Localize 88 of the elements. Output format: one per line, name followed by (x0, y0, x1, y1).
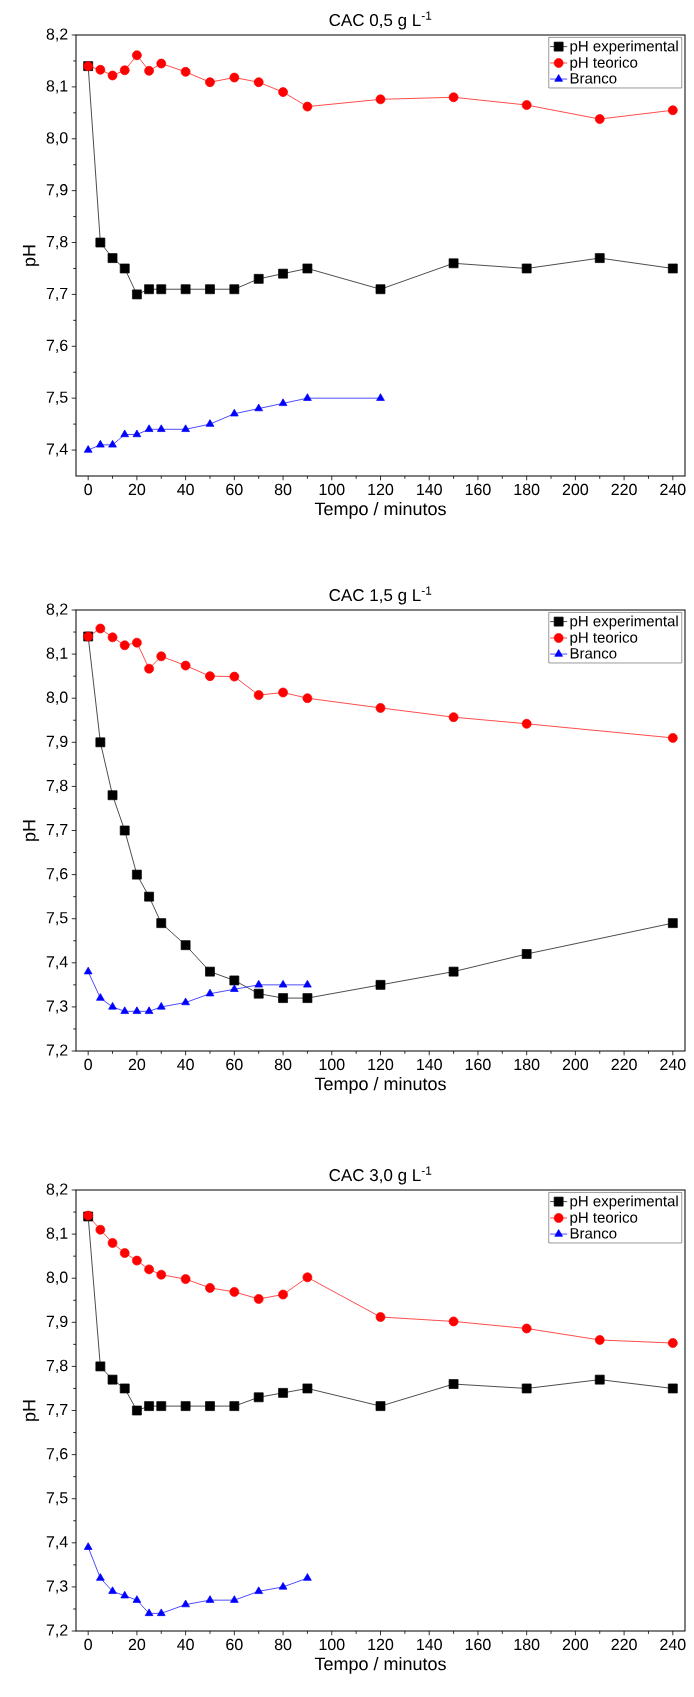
x-tick-label: 100 (319, 483, 345, 496)
x-tick-label: 160 (465, 1638, 491, 1651)
x-axis-title: Tempo / minutos (314, 501, 446, 519)
x-tick-label: 220 (611, 1638, 637, 1651)
x-tick-label: 80 (274, 483, 292, 496)
x-tick-label: 140 (417, 1638, 442, 1651)
y-tick-label: 8,2 (46, 28, 68, 42)
x-tick-label: 180 (514, 1638, 540, 1651)
chart-title: CAC 3,0 g L$^{-1}$ (329, 1166, 432, 1185)
chart-title: CAC 0,5 g L$^{-1}$ (329, 11, 432, 30)
y-tick-label: 8,1 (46, 80, 68, 94)
y-axis-title: pH (22, 1400, 40, 1421)
x-tick-label: 160 (465, 1058, 491, 1071)
x-tick-label: 200 (562, 1638, 589, 1651)
y-tick-label: 8,1 (46, 647, 68, 661)
y-tick-label: 7,8 (46, 779, 68, 794)
y-tick-label: 7,4 (46, 1536, 68, 1550)
x-tick-label: 40 (177, 1058, 194, 1071)
y-tick-label: 7,5 (46, 1492, 68, 1506)
y-tick-label: 7,8 (46, 235, 68, 250)
y-tick-label: 8,0 (46, 1271, 68, 1285)
y-tick-label: 7,3 (46, 1580, 68, 1594)
y-tick-label: 7,6 (46, 339, 68, 353)
x-tick-label: 200 (562, 483, 589, 496)
y-tick-label: 7,9 (46, 1315, 68, 1329)
y-tick-label: 7,6 (46, 868, 68, 882)
x-tick-label: 40 (177, 1638, 194, 1651)
x-tick-label: 120 (368, 1638, 394, 1651)
x-tick-label: 100 (319, 1638, 345, 1651)
y-tick-label: 7,5 (46, 391, 68, 405)
x-tick-label: 120 (368, 1058, 394, 1071)
y-tick-label: 7,5 (46, 912, 68, 926)
x-tick-label: 0 (84, 1058, 92, 1071)
x-tick-label: 0 (84, 1638, 92, 1651)
x-tick-label: 140 (417, 1058, 442, 1071)
chart-title: CAC 1,5 g L$^{-1}$ (329, 586, 432, 605)
y-tick-label: 7,3 (46, 1000, 68, 1014)
y-tick-label: 7,7 (46, 287, 68, 301)
y-tick-label: 8,0 (46, 132, 68, 146)
x-axis-title: Tempo / minutos (314, 1657, 446, 1674)
legend-label: pH teorico (570, 1211, 638, 1226)
x-tick-label: 220 (611, 1058, 637, 1071)
x-tick-label: 80 (274, 1638, 292, 1651)
x-tick-label: 140 (417, 483, 442, 496)
legend-label: pH experimental (570, 40, 678, 55)
y-tick-label: 7,6 (46, 1448, 68, 1462)
x-tick-label: 240 (660, 1058, 686, 1071)
y-axis-title: pH (22, 245, 40, 266)
x-axis-title: Tempo / minutos (314, 1077, 446, 1094)
y-tick-label: 7,4 (46, 443, 68, 457)
x-tick-label: 40 (177, 483, 194, 496)
legend-label: pH experimental (570, 615, 678, 630)
legend-label: Branco (570, 648, 617, 659)
x-tick-label: 240 (660, 1638, 686, 1651)
x-tick-label: 100 (319, 1058, 345, 1071)
x-tick-label: 180 (514, 1058, 540, 1071)
x-tick-label: 220 (611, 483, 637, 496)
x-tick-label: 20 (128, 1058, 146, 1071)
x-tick-label: 20 (128, 483, 146, 496)
x-tick-label: 160 (465, 483, 491, 496)
x-tick-label: 60 (226, 1638, 243, 1651)
y-tick-label: 7,2 (46, 1044, 68, 1058)
y-tick-label: 8,1 (46, 1227, 68, 1241)
x-tick-label: 240 (660, 483, 686, 496)
y-tick-label: 7,9 (46, 184, 68, 198)
y-tick-label: 7,9 (46, 735, 68, 749)
x-tick-label: 0 (84, 483, 92, 496)
x-tick-label: 80 (274, 1058, 292, 1071)
y-tick-label: 8,0 (46, 691, 68, 705)
legend-label: Branco (570, 1228, 617, 1239)
y-tick-label: 8,2 (46, 1183, 68, 1197)
x-tick-label: 180 (514, 483, 540, 496)
legend-label: pH teorico (570, 631, 638, 646)
y-tick-label: 7,7 (46, 1403, 68, 1418)
y-tick-label: 7,2 (46, 1624, 68, 1638)
y-tick-label: 7,8 (46, 1359, 68, 1374)
x-tick-label: 60 (226, 1058, 243, 1071)
x-tick-label: 120 (368, 483, 394, 496)
x-tick-label: 20 (128, 1638, 146, 1651)
legend-label: pH experimental (570, 1195, 678, 1210)
y-axis-title: pH (22, 820, 40, 841)
legend-label: pH teorico (570, 56, 638, 71)
x-tick-label: 200 (562, 1058, 589, 1071)
legend-label: Branco (570, 73, 617, 84)
y-tick-label: 7,7 (46, 823, 68, 838)
y-tick-label: 7,4 (46, 956, 68, 970)
y-tick-label: 8,2 (46, 603, 68, 617)
x-tick-label: 60 (226, 483, 243, 496)
